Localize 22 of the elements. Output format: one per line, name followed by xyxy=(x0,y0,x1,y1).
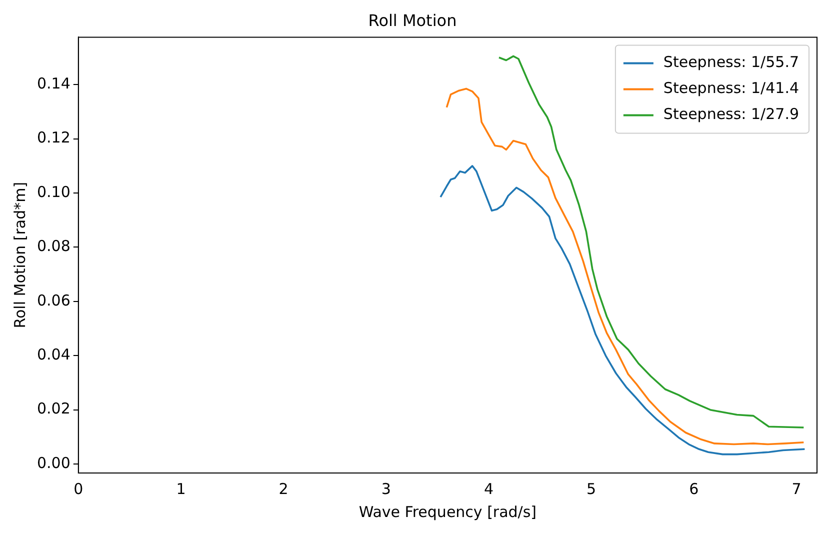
y-tick-label: 0.12 xyxy=(36,128,70,147)
y-tick-label: 0.00 xyxy=(36,454,70,472)
y-tick-label: 0.10 xyxy=(36,182,70,201)
x-tick-label: 7 xyxy=(792,480,802,498)
legend-label: Steepness: 1/27.9 xyxy=(663,105,800,124)
x-tick-label: 4 xyxy=(484,480,494,498)
x-tick-label: 1 xyxy=(176,480,186,498)
y-tick-label: 0.08 xyxy=(36,237,70,256)
y-axis-title: Roll Motion [rad*m] xyxy=(10,182,29,328)
legend-label: Steepness: 1/55.7 xyxy=(663,53,800,72)
x-axis-title: Wave Frequency [rad/s] xyxy=(358,502,537,521)
x-tick-label: 2 xyxy=(278,480,288,498)
x-tick-label: 0 xyxy=(74,480,84,498)
y-tick-label: 0.02 xyxy=(36,400,70,418)
y-tick-label: 0.04 xyxy=(36,346,70,364)
x-tick-label: 5 xyxy=(586,480,596,498)
legend-label: Steepness: 1/41.4 xyxy=(663,79,800,98)
chart-title: Roll Motion xyxy=(368,10,457,30)
x-tick-label: 6 xyxy=(689,480,699,498)
y-tick-label: 0.06 xyxy=(36,291,70,310)
x-tick-label: 3 xyxy=(381,480,391,498)
y-tick-label: 0.14 xyxy=(36,74,70,93)
